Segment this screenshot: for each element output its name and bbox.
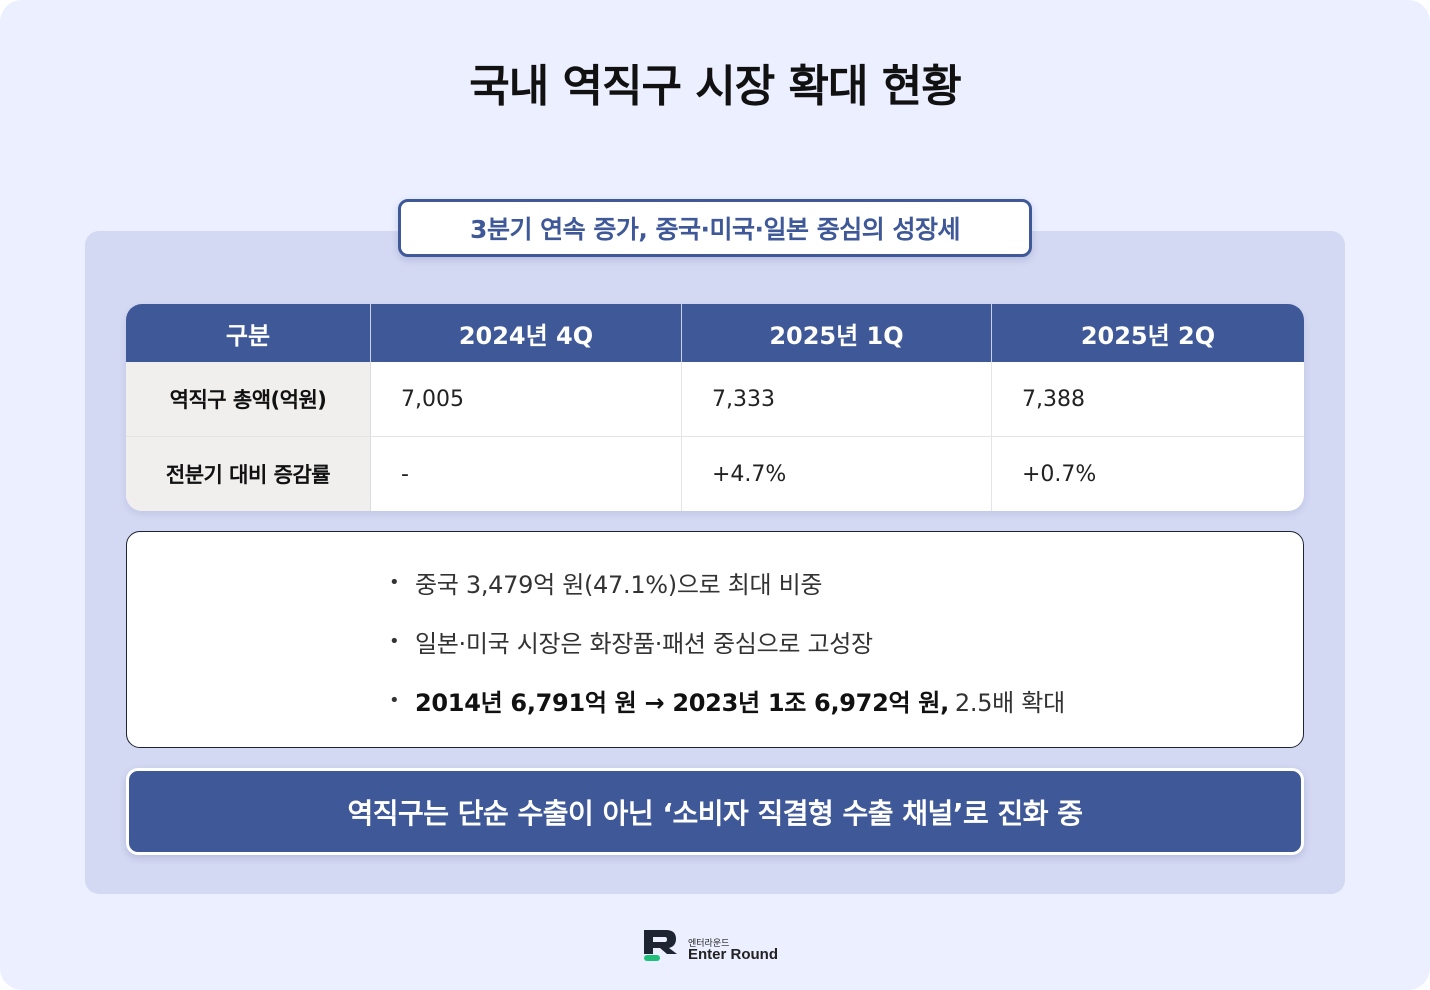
bullet-text: 일본·미국 시장은 화장품·패션 중심으로 고성장 [415,630,873,658]
header-cell-2025-2q: 2025년 2Q [1080,321,1216,350]
logo-korean-text: 엔터라운드 [688,939,730,949]
table-header-row: 구분 2024년 4Q 2025년 1Q 2025년 2Q [126,304,1304,362]
table-row: 역직구 총액(억원) 7,005 7,333 7,388 [126,362,1304,437]
table-cell: 7,005 [371,362,682,436]
page-title: 국내 역직구 시장 확대 현황 [469,61,962,112]
enter-round-logo: 엔터라운드 Enter Round [642,928,802,964]
highlights-box: • 중국 3,479억 원(47.1%)으로 최대 비중 • 일본·미국 시장은… [126,531,1304,748]
row-label-growth: 전분기 대비 증감률 [126,437,371,511]
banner-text: 역직구는 단순 수출이 아닌 ‘소비자 직결형 수출 채널’로 진화 중 [347,796,1083,830]
bullet-strong-text: 2014년 6,791억 원 → 2023년 1조 6,972억 원, [415,689,949,717]
bullet-marker: • [389,572,400,593]
list-item: • 일본·미국 시장은 화장품·패션 중심으로 고성장 [389,624,873,659]
bullet-text: 2.5배 확대 [954,689,1065,717]
table-row: 전분기 대비 증감률 - +4.7% +0.7% [126,437,1304,511]
market-table: 구분 2024년 4Q 2025년 1Q 2025년 2Q 역직구 총액(억원)… [126,304,1304,511]
table-cell: 7,333 [682,362,992,436]
bullet-marker: • [389,690,400,711]
table-cell: 7,388 [1022,386,1085,412]
enter-round-logo-icon [644,930,677,961]
table-cell: +0.7% [1022,461,1097,487]
list-item: • 중국 3,479억 원(47.1%)으로 최대 비중 [389,565,823,600]
table-cell: +4.7% [682,437,992,511]
row-label-total: 역직구 총액(억원) [126,362,371,436]
list-item: • 2014년 6,791억 원 → 2023년 1조 6,972억 원, 2.… [389,683,1065,718]
subtitle-box: 3분기 연속 증가, 중국·미국·일본 중심의 성장세 [398,199,1032,257]
subtitle-text: 3분기 연속 증가, 중국·미국·일본 중심의 성장세 [470,215,960,244]
header-cell-2025-1q: 2025년 1Q [682,304,992,362]
header-cell-2024-4q: 2024년 4Q [371,304,682,362]
header-cell-category: 구분 [126,304,371,362]
table-cell: - [371,437,682,511]
bullet-text: 중국 3,479억 원(47.1%)으로 최대 비중 [415,571,823,599]
bullet-marker: • [389,631,400,652]
conclusion-banner: 역직구는 단순 수출이 아닌 ‘소비자 직결형 수출 채널’로 진화 중 [126,768,1304,855]
logo-name: Enter Round [688,946,778,963]
